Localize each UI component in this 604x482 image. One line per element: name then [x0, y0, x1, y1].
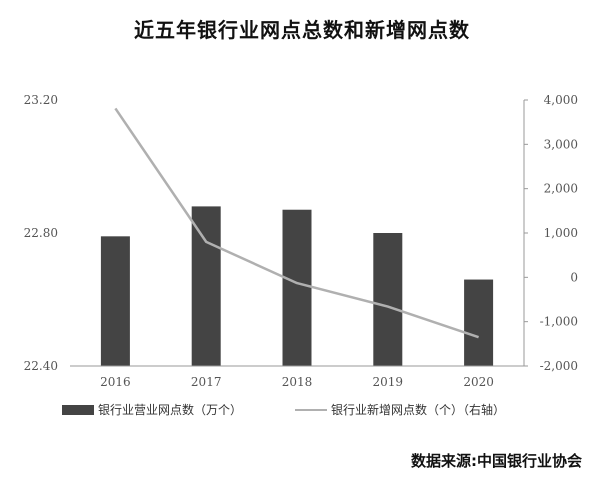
right-tick-label: 4,000: [544, 93, 578, 107]
legend-bar-label: 银行业营业网点数（万个）: [98, 402, 242, 417]
bar-2016: [100, 236, 130, 366]
right-tick-label: -1,000: [540, 315, 578, 329]
x-tick-label-2016: 2016: [100, 375, 131, 389]
x-tick-label-2019: 2019: [373, 375, 404, 389]
legend: 银行业营业网点数（万个） 银行业新增网点数（个）（右轴）: [62, 402, 505, 417]
left-tick-label: 23.20: [24, 93, 58, 107]
bar-series: [100, 206, 494, 366]
bar-2019: [373, 233, 403, 366]
line-series: [114, 107, 479, 339]
left-tick-label: 22.40: [24, 359, 58, 373]
right-tick-label: 0: [570, 270, 578, 284]
x-tick-label-2017: 2017: [191, 375, 222, 389]
x-axis-ticks: 2016 2017 2018 2019 2020: [100, 375, 494, 389]
legend-bar-swatch: [62, 405, 94, 415]
right-tick-label: 1,000: [544, 226, 578, 240]
bar-2020: [464, 279, 494, 366]
right-tick-label: -2,000: [540, 359, 578, 373]
bar-2018: [282, 209, 312, 366]
bar-2017: [191, 206, 221, 366]
x-tick-label-2018: 2018: [282, 375, 313, 389]
right-tick-label: 3,000: [544, 137, 578, 151]
chart-title: 近五年银行业网点总数和新增网点数: [134, 18, 470, 42]
left-axis-ticks: 22.40 22.80 23.20: [24, 93, 58, 373]
left-tick-label: 22.80: [24, 226, 58, 240]
right-tick-label: 2,000: [544, 182, 578, 196]
right-axis-ticks: -2,000 -1,000 0 1,000 2,000 3,000 4,000: [524, 93, 578, 373]
legend-line-label: 银行业新增网点数（个）（右轴）: [331, 402, 505, 417]
source-note: 数据来源:中国银行业协会: [411, 452, 582, 470]
x-tick-label-2020: 2020: [463, 375, 494, 389]
